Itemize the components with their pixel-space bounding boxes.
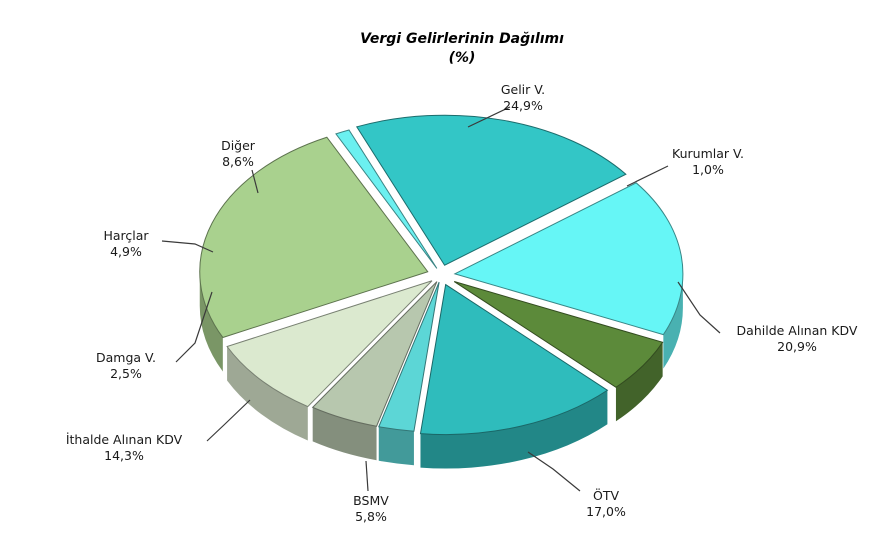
slice-side-diger (227, 346, 308, 441)
slice-label-dahilde-alinan-kdv: Dahilde Alınan KDV (737, 323, 858, 338)
chart-subtitle: (%) (449, 50, 476, 66)
slice-damga-v (378, 281, 440, 432)
slice-ithalde-alinan-kdv (419, 283, 609, 436)
leader-line-diger (251, 169, 259, 194)
slice-value-ithalde-alinan-kdv: 14,3% (104, 448, 144, 463)
leader-line-gelir-v (467, 106, 511, 128)
slice-side-bsmv (615, 342, 663, 422)
slice-value-dahilde-alinan-kdv: 20,9% (777, 339, 817, 354)
slice-otv (453, 182, 684, 336)
slice-label-otv: ÖTV (593, 487, 619, 503)
slice-kurumlar-v (335, 129, 438, 269)
slice-side-otv (663, 273, 683, 369)
slice-value-damga-v: 2,5% (110, 366, 142, 381)
chart-title: Vergi Gelirlerinin Dağılımı (360, 31, 564, 47)
leader-line-damga-v (175, 291, 213, 363)
slice-value-gelir-v: 24,9% (503, 98, 543, 113)
slice-label-gelir-v: Gelir V. (501, 82, 545, 97)
slice-side-harclar (312, 407, 377, 461)
slice-diger (226, 280, 433, 408)
slice-label-diger: Diğer (221, 138, 256, 153)
slice-side-gelir-v (199, 271, 223, 372)
slice-harclar (311, 281, 438, 427)
leader-line-bsmv (365, 460, 369, 492)
slice-value-diger: 8,6% (222, 154, 254, 169)
slice-dahilde-alinan-kdv (355, 114, 627, 266)
slice-side-ithalde-alinan-kdv (420, 390, 608, 469)
leader-line-otv (527, 451, 581, 492)
slice-label-bsmv: BSMV (353, 493, 389, 508)
leader-line-ithalde-alinan-kdv (206, 399, 251, 442)
leader-line-dahilde-alinan-kdv (677, 281, 721, 334)
slice-value-harclar: 4,9% (110, 244, 142, 259)
slice-side-damga-v (378, 426, 414, 466)
leader-line-kurumlar-v (626, 165, 669, 187)
slice-value-kurumlar-v: 1,0% (692, 162, 724, 177)
slice-label-ithalde-alinan-kdv: İthalde Alınan KDV (66, 432, 183, 447)
slice-value-bsmv: 5,8% (355, 509, 387, 524)
leader-line-harclar (161, 240, 214, 253)
slice-label-kurumlar-v: Kurumlar V. (672, 146, 744, 161)
slice-bsmv (453, 281, 664, 388)
slice-label-harclar: Harçlar (103, 228, 149, 243)
slice-value-otv: 17,0% (586, 504, 626, 519)
slice-label-damga-v: Damga V. (96, 350, 156, 365)
